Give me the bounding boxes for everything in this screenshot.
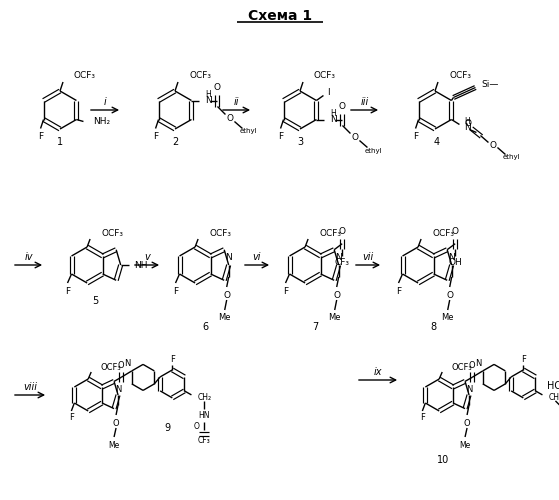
Text: iv: iv: [24, 252, 33, 262]
Text: O: O: [227, 114, 234, 123]
Text: O: O: [118, 361, 124, 370]
Text: N: N: [330, 115, 337, 124]
Text: F: F: [170, 356, 175, 364]
Text: viii: viii: [23, 382, 37, 392]
Text: NH: NH: [134, 260, 147, 270]
Text: F: F: [396, 286, 401, 296]
Text: OCF₃: OCF₃: [432, 230, 454, 238]
Text: O: O: [339, 227, 345, 236]
Text: OCF₃: OCF₃: [100, 362, 121, 372]
Text: O: O: [214, 83, 221, 92]
Text: OCF₃: OCF₃: [101, 230, 123, 238]
Text: CH₂: CH₂: [548, 394, 559, 402]
Text: i: i: [103, 97, 106, 107]
Text: N: N: [465, 123, 471, 132]
Text: N: N: [476, 360, 482, 368]
Text: O: O: [469, 361, 475, 370]
Text: H: H: [330, 109, 336, 118]
Text: N: N: [335, 254, 342, 262]
Text: N: N: [206, 96, 212, 105]
Text: O: O: [113, 418, 120, 428]
Text: F: F: [413, 132, 418, 141]
Text: F: F: [65, 286, 70, 296]
Text: H: H: [206, 90, 211, 99]
Text: O: O: [452, 227, 459, 236]
Text: 3: 3: [297, 137, 303, 147]
Text: OH: OH: [448, 258, 462, 267]
Text: I: I: [327, 88, 330, 97]
Text: O: O: [446, 290, 453, 300]
Text: O: O: [465, 119, 472, 128]
Text: 5: 5: [92, 296, 98, 306]
Text: O: O: [193, 422, 200, 432]
Text: F: F: [153, 132, 158, 141]
Text: OCF₃: OCF₃: [189, 72, 211, 80]
Text: H: H: [465, 117, 470, 126]
Text: iii: iii: [361, 97, 368, 107]
Text: F: F: [521, 356, 526, 364]
Text: CH₂: CH₂: [197, 394, 211, 402]
Text: HN: HN: [198, 412, 210, 420]
Text: OCF₃: OCF₃: [451, 362, 472, 372]
Text: N: N: [125, 360, 131, 368]
Text: Me: Me: [459, 440, 471, 450]
Text: F: F: [38, 132, 43, 141]
Text: ethyl: ethyl: [240, 128, 257, 134]
Text: O: O: [223, 290, 230, 300]
Text: F: F: [283, 286, 288, 296]
Text: O: O: [352, 133, 359, 142]
Text: O: O: [490, 141, 497, 150]
Text: N: N: [225, 254, 232, 262]
Text: O: O: [333, 290, 340, 300]
Text: 2: 2: [172, 137, 178, 147]
Text: N: N: [466, 384, 472, 394]
Text: Si—: Si—: [481, 80, 499, 89]
Text: OCF₃: OCF₃: [209, 230, 231, 238]
Text: F: F: [69, 414, 74, 422]
Text: ethyl: ethyl: [503, 154, 520, 160]
Text: HCl: HCl: [547, 381, 559, 391]
Text: N: N: [448, 254, 455, 262]
Text: ethyl: ethyl: [364, 148, 382, 154]
Text: Me: Me: [219, 312, 231, 322]
Text: OCF₃: OCF₃: [74, 72, 96, 80]
Text: OCF₃: OCF₃: [319, 230, 341, 238]
Text: O: O: [339, 102, 346, 111]
Text: F: F: [420, 414, 425, 422]
Text: CF₃: CF₃: [198, 436, 211, 446]
Text: vi: vi: [253, 252, 261, 262]
Text: 6: 6: [202, 322, 208, 332]
Text: Me: Me: [329, 312, 341, 322]
Text: F: F: [173, 286, 178, 296]
Text: O: O: [464, 418, 470, 428]
Text: ix: ix: [374, 367, 382, 377]
Text: 8: 8: [430, 322, 436, 332]
Text: N: N: [115, 384, 121, 394]
Text: CF₃: CF₃: [335, 258, 350, 267]
Text: ii: ii: [234, 97, 239, 107]
Text: OCF₃: OCF₃: [449, 72, 471, 80]
Text: OCF₃: OCF₃: [314, 72, 336, 80]
Text: vii: vii: [362, 252, 373, 262]
Text: F: F: [278, 132, 283, 141]
Text: 4: 4: [434, 137, 440, 147]
Text: v: v: [144, 252, 150, 262]
Text: 7: 7: [312, 322, 318, 332]
Text: Me: Me: [442, 312, 454, 322]
Text: NH₂: NH₂: [93, 117, 111, 126]
Text: 9: 9: [164, 423, 170, 433]
Text: Схема 1: Схема 1: [248, 9, 312, 23]
Text: Me: Me: [108, 440, 120, 450]
Text: 1: 1: [57, 137, 63, 147]
Text: 10: 10: [437, 455, 449, 465]
